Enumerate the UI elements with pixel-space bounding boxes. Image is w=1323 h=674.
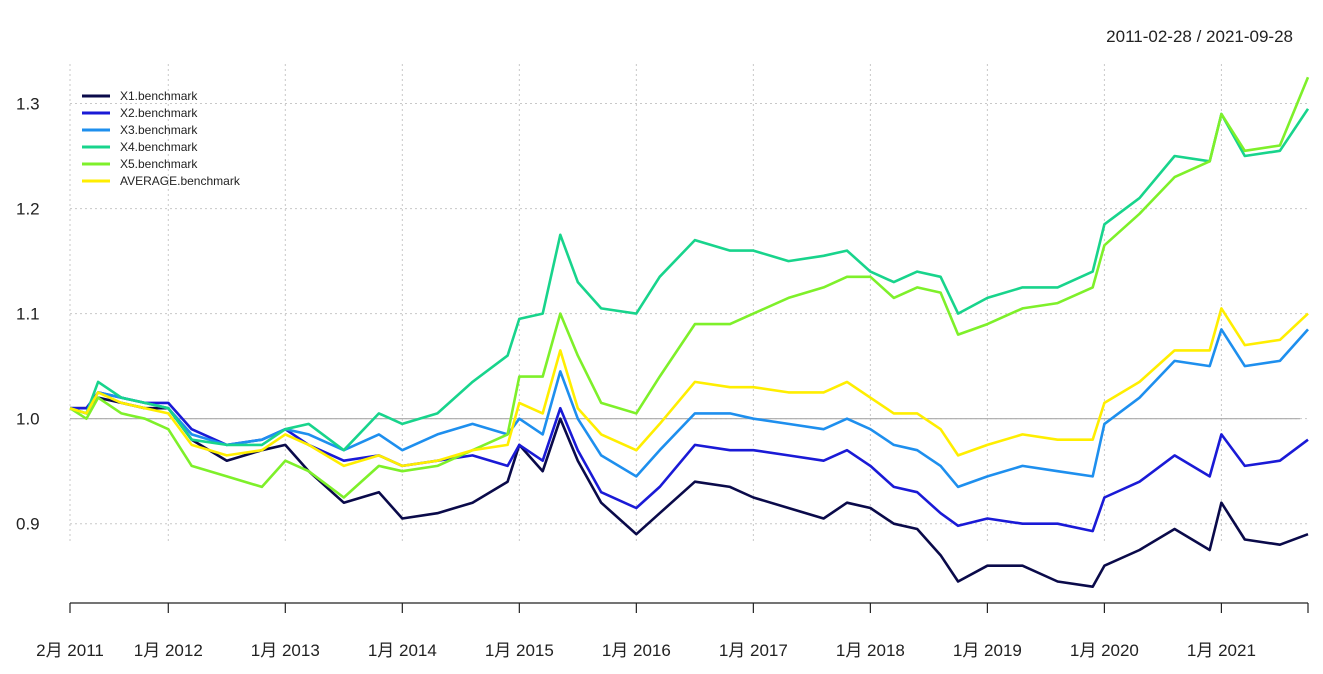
legend-label: X4.benchmark bbox=[120, 140, 198, 154]
legend-label: X1.benchmark bbox=[120, 89, 198, 103]
y-tick-label: 1.2 bbox=[16, 200, 40, 219]
legend-label: AVERAGE.benchmark bbox=[120, 174, 241, 188]
date-range-label: 2011-02-28 / 2021-09-28 bbox=[1106, 27, 1293, 46]
series-line-x3-benchmark bbox=[69, 328, 1309, 489]
series-line-average-benchmark bbox=[69, 307, 1309, 468]
series-line-x2-benchmark bbox=[70, 391, 1309, 533]
x-tick-label: 1月 2020 bbox=[1070, 641, 1139, 660]
y-tick-label: 1.1 bbox=[16, 305, 40, 324]
x-tick-label: 1月 2017 bbox=[719, 641, 788, 660]
y-tick-label: 1.0 bbox=[16, 410, 40, 429]
x-tick-label: 1月 2013 bbox=[251, 641, 320, 660]
x-tick-label: 1月 2018 bbox=[836, 641, 905, 660]
legend-label: X3.benchmark bbox=[120, 123, 198, 137]
x-tick-label: 1月 2015 bbox=[485, 641, 554, 660]
x-tick-label: 1月 2014 bbox=[368, 641, 437, 660]
y-axis: 0.9 1.0 1.1 1.2 1.3 bbox=[16, 95, 40, 534]
legend: X1.benchmark X2.benchmark X3.benchmark X4.b… bbox=[82, 89, 241, 188]
series-line-x5-benchmark bbox=[69, 76, 1310, 499]
x-axis: 2月 2011 1月 2012 1月 2013 1月 2014 1月 2015 1月 20… bbox=[36, 602, 1309, 660]
x-tick-label: 1月 2021 bbox=[1187, 641, 1256, 660]
grid bbox=[69, 64, 1308, 542]
x-tick-label: 1月 2016 bbox=[602, 641, 671, 660]
x-tick-label: 2月 2011 bbox=[36, 641, 104, 660]
x-tick-label: 1月 2012 bbox=[134, 641, 203, 660]
series-group bbox=[69, 76, 1310, 588]
series-line-x4-benchmark bbox=[69, 108, 1310, 452]
legend-label: X2.benchmark bbox=[120, 106, 198, 120]
x-tick-label: 1月 2019 bbox=[953, 641, 1022, 660]
legend-label: X5.benchmark bbox=[120, 157, 198, 171]
series-line-x1-benchmark bbox=[70, 396, 1309, 588]
y-tick-label: 0.9 bbox=[16, 515, 40, 534]
y-tick-label: 1.3 bbox=[16, 95, 40, 114]
